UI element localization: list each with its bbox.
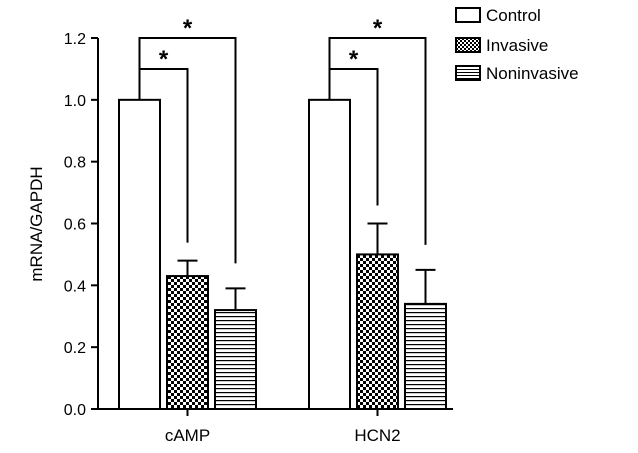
y-axis-title: mRNA/GAPDH	[27, 166, 46, 281]
x-tick-label: HCN2	[354, 426, 400, 445]
y-tick-label: 1.2	[64, 31, 86, 48]
bar-noninvasive-camp	[214, 309, 257, 411]
bars-group	[118, 98, 447, 411]
legend: Control Invasive Noninvasive	[455, 6, 579, 83]
bar-noninvasive-hcn2	[404, 302, 447, 410]
bar-control-camp	[118, 98, 161, 410]
legend-swatch-invasive	[455, 37, 481, 53]
legend-item-noninvasive: Noninvasive	[455, 64, 579, 83]
significance-star: *	[183, 15, 193, 42]
significance-group: * * * *	[138, 15, 427, 264]
y-tick-label: 0.6	[64, 217, 86, 234]
significance-star: *	[349, 46, 359, 73]
bar-control-hcn2	[308, 98, 351, 410]
significance-bracket	[328, 37, 427, 245]
legend-label-noninvasive: Noninvasive	[486, 64, 579, 83]
bar-invasive-hcn2	[356, 253, 399, 410]
legend-label-control: Control	[486, 6, 541, 25]
significance-star: *	[159, 46, 169, 73]
legend-item-invasive: Invasive	[455, 36, 548, 55]
y-tick-label: 0.8	[64, 155, 86, 172]
y-tick-label: 1.0	[64, 93, 86, 110]
legend-swatch-noninvasive	[455, 65, 481, 81]
legend-label-invasive: Invasive	[486, 36, 548, 55]
y-tick-label: 0.0	[64, 402, 86, 419]
y-tick-label: 0.2	[64, 340, 86, 357]
x-axis: cAMP HCN2	[98, 408, 453, 445]
bar-invasive-camp	[166, 275, 209, 410]
significance-star: *	[373, 15, 383, 42]
x-tick-label: cAMP	[165, 426, 210, 445]
legend-item-control: Control	[455, 6, 541, 25]
y-axis: 0.0 0.2 0.4 0.6 0.8 1.0 1.2	[64, 31, 99, 419]
legend-swatch-control	[455, 7, 481, 23]
significance-bracket	[138, 37, 237, 264]
y-tick-label: 0.4	[64, 278, 86, 295]
